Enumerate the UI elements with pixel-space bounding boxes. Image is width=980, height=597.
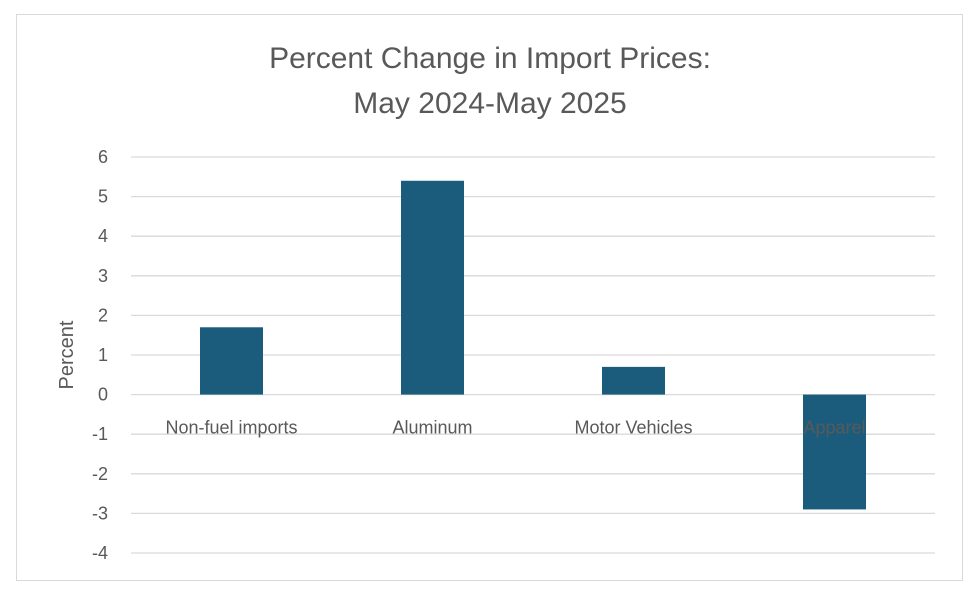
gridlines xyxy=(131,156,935,554)
bars xyxy=(200,180,866,510)
x-axis-categories: Non-fuel imports Aluminum Motor Vehicles Ap… xyxy=(165,418,865,438)
chart-title: Percent Change in Import Prices: xyxy=(269,42,711,75)
y-tick-label: 3 xyxy=(98,266,108,286)
bar-aluminum xyxy=(401,180,464,395)
x-category-label: Aluminum xyxy=(392,418,472,438)
y-axis-label: Percent xyxy=(56,320,78,389)
x-category-label: Apparel xyxy=(803,418,865,438)
y-tick-label: 1 xyxy=(98,345,108,365)
x-category-label: Motor Vehicles xyxy=(574,418,692,438)
y-tick-label: -1 xyxy=(92,424,108,444)
chart-subtitle: May 2024-May 2025 xyxy=(353,87,627,120)
y-tick-label: -4 xyxy=(92,543,108,563)
bar-apparel xyxy=(803,394,866,510)
y-tick-label: -3 xyxy=(92,503,108,523)
y-tick-label: -2 xyxy=(92,464,108,484)
y-tick-label: 0 xyxy=(98,385,108,405)
y-axis-ticks: 6 5 4 3 2 1 0 -1 -2 -3 -4 xyxy=(92,147,108,563)
y-tick-label: 4 xyxy=(98,226,108,246)
y-tick-label: 2 xyxy=(98,305,108,325)
y-tick-label: 6 xyxy=(98,147,108,167)
chart-title-block: Percent Change in Import Prices: May 202… xyxy=(0,36,980,126)
x-category-label: Non-fuel imports xyxy=(165,418,297,438)
y-tick-label: 5 xyxy=(98,187,108,207)
bar-non-fuel-imports xyxy=(200,327,263,395)
bar-motor-vehicles xyxy=(602,366,665,395)
